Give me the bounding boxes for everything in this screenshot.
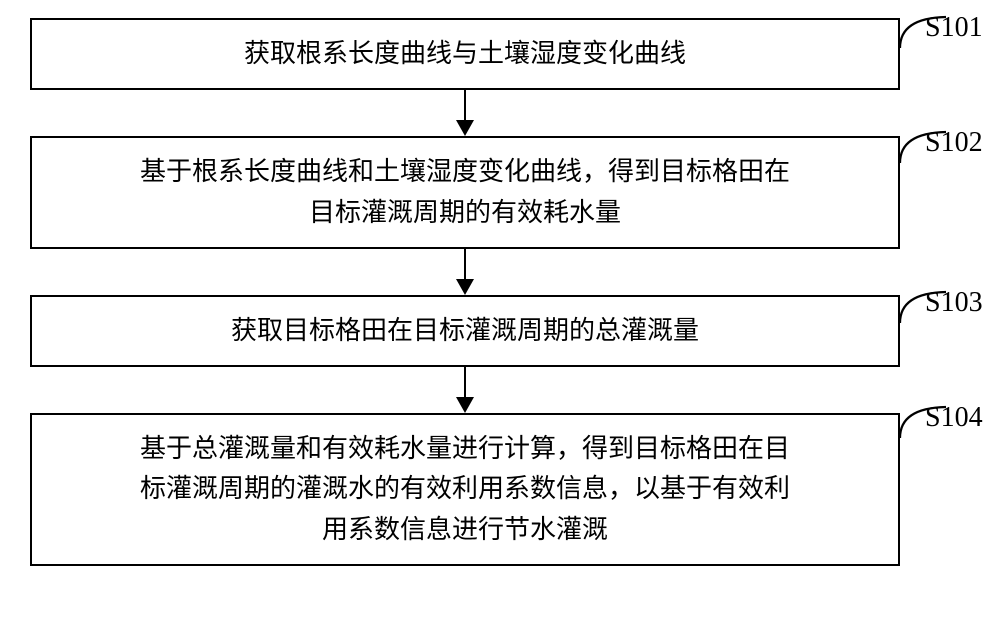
arrow-line [464,249,466,281]
flowchart-arrow [30,367,900,413]
step-label-s103: S103 [925,287,983,319]
flowchart-arrow [30,90,900,136]
node-text: 获取根系长度曲线与土壤湿度变化曲线 [244,34,686,74]
step-label-s101: S101 [925,12,983,44]
arrow-line [464,367,466,399]
flowchart-node-s104: 基于总灌溉量和有效耗水量进行计算，得到目标格田在目 标灌溉周期的灌溉水的有效利用… [30,413,900,566]
arrow-head-icon [456,397,474,413]
step-label-s102: S102 [925,127,983,159]
flowchart-node-s102: 基于根系长度曲线和土壤湿度变化曲线，得到目标格田在 目标灌溉周期的有效耗水量 [30,136,900,249]
node-text: 基于总灌溉量和有效耗水量进行计算，得到目标格田在目 标灌溉周期的灌溉水的有效利用… [140,429,790,550]
arrow-line [464,90,466,122]
flowchart-node-s101: 获取根系长度曲线与土壤湿度变化曲线 [30,18,900,90]
arrow-head-icon [456,120,474,136]
step-label-s104: S104 [925,402,983,434]
flowchart-arrow [30,249,900,295]
flowchart-container: 获取根系长度曲线与土壤湿度变化曲线 S101 基于根系长度曲线和土壤湿度变化曲线… [30,18,970,566]
node-text: 获取目标格田在目标灌溉周期的总灌溉量 [231,311,699,351]
node-text: 基于根系长度曲线和土壤湿度变化曲线，得到目标格田在 目标灌溉周期的有效耗水量 [140,152,790,233]
arrow-head-icon [456,279,474,295]
flowchart-node-s103: 获取目标格田在目标灌溉周期的总灌溉量 [30,295,900,367]
